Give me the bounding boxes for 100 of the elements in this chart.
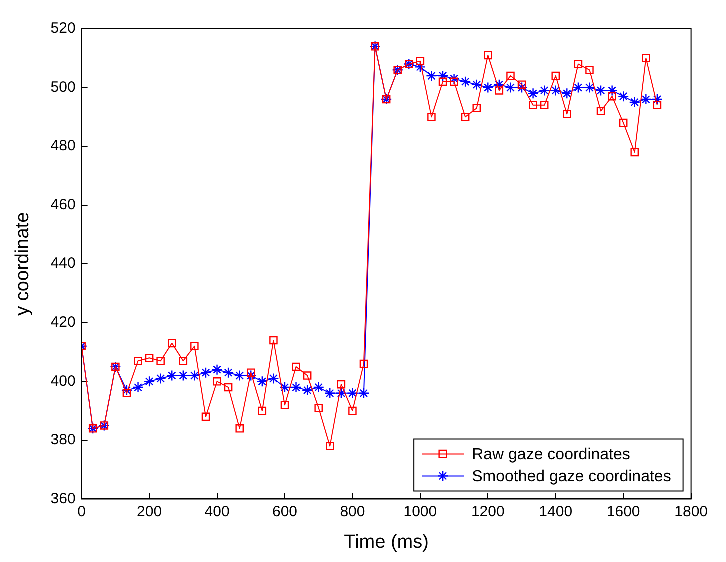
point [596, 107, 606, 116]
y-tick-label: 400 [50, 372, 76, 390]
point [472, 104, 482, 112]
point [550, 85, 562, 96]
point [572, 82, 584, 94]
x-tick-label: 1800 [674, 503, 708, 520]
point [190, 342, 199, 351]
point [426, 70, 438, 82]
point [495, 86, 504, 95]
x-tick-label: 800 [340, 503, 366, 520]
point [484, 51, 492, 60]
point [619, 118, 628, 128]
point [268, 373, 280, 384]
point [336, 388, 348, 400]
x-tick-label: 1600 [606, 503, 640, 520]
y-tick-label: 480 [50, 138, 76, 155]
x-tick-label: 400 [204, 503, 230, 520]
point [529, 101, 538, 110]
point [358, 388, 370, 400]
point [348, 406, 357, 416]
point [347, 388, 358, 400]
point [236, 424, 244, 433]
point [540, 101, 549, 110]
point [270, 336, 278, 345]
point [528, 88, 539, 100]
point [461, 113, 470, 122]
point [482, 82, 494, 94]
y-tick-label: 520 [50, 20, 76, 38]
point [213, 378, 222, 386]
point [202, 412, 210, 422]
point [132, 382, 144, 394]
point [552, 72, 560, 80]
point [437, 70, 449, 82]
point [314, 404, 323, 412]
point [438, 78, 448, 86]
point [256, 376, 268, 388]
point [505, 82, 516, 94]
point [360, 360, 368, 368]
point [539, 85, 550, 96]
point [166, 370, 178, 382]
point [179, 356, 188, 366]
point [290, 382, 302, 394]
point [608, 92, 616, 101]
y-tick-label: 500 [50, 78, 76, 96]
point [303, 372, 312, 380]
point [212, 364, 223, 376]
point [630, 148, 640, 157]
point [506, 72, 515, 80]
point [134, 356, 142, 366]
point [471, 79, 482, 90]
point [200, 367, 212, 378]
point [584, 82, 596, 94]
point [279, 382, 291, 394]
point [144, 376, 156, 388]
point [414, 62, 426, 73]
point [642, 54, 650, 63]
point [606, 85, 618, 96]
point [428, 113, 436, 122]
y-tick-label: 380 [50, 432, 76, 449]
point [121, 384, 133, 396]
point [258, 406, 267, 416]
point [629, 96, 640, 108]
y-tick-label: 460 [50, 196, 76, 214]
point [280, 401, 290, 410]
point [618, 90, 630, 102]
y-tick-label: 420 [50, 314, 76, 332]
point [326, 442, 334, 450]
x-axis-title: Time (ms) [344, 532, 429, 553]
point [246, 368, 256, 377]
point [595, 85, 607, 96]
point [516, 82, 528, 94]
point [246, 370, 257, 382]
x-tick-label: 1400 [539, 503, 573, 520]
point [640, 94, 652, 106]
point [337, 380, 346, 389]
point [450, 78, 458, 86]
point [574, 60, 583, 68]
point [652, 94, 664, 106]
x-tick-label: 600 [272, 503, 298, 520]
point [189, 370, 200, 382]
point [563, 110, 572, 118]
y-tick-label: 360 [50, 490, 76, 508]
point [234, 370, 246, 382]
x-tick-label: 0 [78, 503, 86, 520]
point [313, 382, 324, 394]
point [562, 88, 573, 100]
point [155, 373, 166, 384]
point [494, 79, 506, 90]
legend-label: Smoothed gaze coordinates [472, 468, 672, 486]
point [168, 339, 176, 348]
x-tick-label: 200 [137, 503, 162, 520]
y-axis-title: y coordinate [12, 212, 34, 316]
x-tick-label: 1200 [471, 503, 505, 520]
point [145, 354, 154, 362]
point [292, 362, 300, 372]
point [586, 66, 594, 74]
point [122, 389, 132, 398]
legend-label: Raw gaze coordinates [472, 446, 630, 464]
point [518, 80, 526, 89]
x-tick-label: 1000 [404, 503, 438, 520]
